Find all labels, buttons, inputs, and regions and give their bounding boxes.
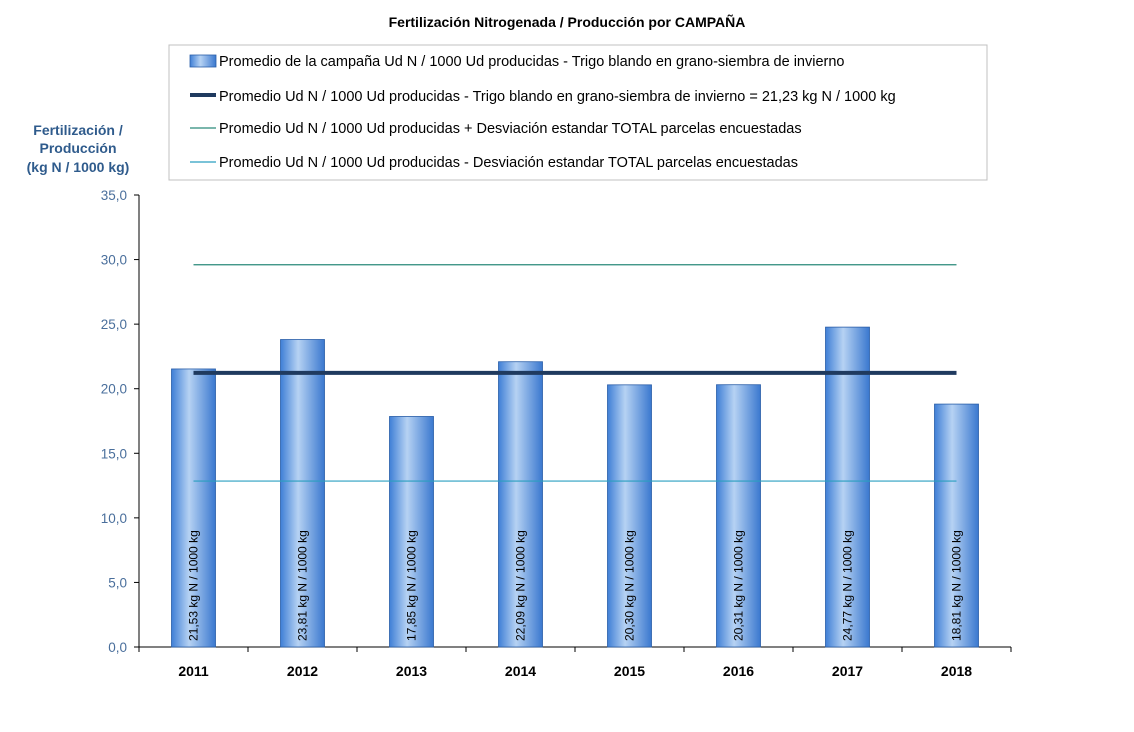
y-tick-label: 35,0: [101, 188, 127, 203]
y-tick-label: 5,0: [108, 575, 127, 590]
x-tick-label: 2015: [614, 663, 645, 679]
legend: Promedio de la campaña Ud N / 1000 Ud pr…: [168, 44, 988, 181]
bar: [716, 384, 761, 648]
x-tick-label: 2017: [832, 663, 863, 679]
bar: [171, 368, 216, 648]
bar: [934, 403, 979, 648]
bar: [280, 339, 325, 648]
plot-area: 0,05,010,015,020,025,030,035,0 2011 2012 2…: [101, 188, 1012, 679]
legend-entry-bars: Promedio de la campaña Ud N / 1000 Ud pr…: [219, 54, 844, 70]
chart-title: Fertilización Nitrogenada / Producción p…: [389, 13, 746, 30]
y-axis-label: Fertilización / Producción (kg N / 1000 …: [27, 122, 130, 175]
bar: [607, 384, 652, 648]
x-ticks: 2011 2012 2013 2014 2015 2016 2017 2018: [138, 647, 1012, 679]
y-tick-label: 15,0: [101, 446, 127, 461]
legend-bar-swatch: [189, 54, 217, 68]
y-axis-label-line-2: Producción: [39, 140, 116, 156]
data-label: 17,85 kg N / 1000 kg: [405, 530, 419, 641]
x-tick-label: 2011: [178, 663, 209, 679]
y-tick-label: 30,0: [101, 253, 127, 268]
x-tick-label: 2016: [723, 663, 754, 679]
y-tick-label: 25,0: [101, 317, 127, 332]
data-label: 20,31 kg N / 1000 kg: [732, 530, 746, 641]
data-label: 20,30 kg N / 1000 kg: [623, 530, 637, 641]
x-tick-label: 2013: [396, 663, 427, 679]
x-tick-label: 2014: [505, 663, 536, 679]
bar: [825, 326, 870, 648]
bars: [171, 326, 979, 648]
legend-entry-lower: Promedio Ud N / 1000 Ud producidas - Des…: [219, 155, 798, 171]
reference-lines: [193, 264, 957, 482]
data-label: 18,81 kg N / 1000 kg: [950, 530, 964, 641]
data-label: 23,81 kg N / 1000 kg: [296, 530, 310, 641]
bar: [498, 361, 543, 648]
data-label: 21,53 kg N / 1000 kg: [187, 530, 201, 641]
x-tick-label: 2012: [287, 663, 318, 679]
legend-box: [168, 44, 988, 181]
legend-entry-upper: Promedio Ud N / 1000 Ud producidas + Des…: [219, 121, 802, 137]
y-ticks: 0,0 5,0 10,0 15,0 20,0 25,0 30,0 35,0: [101, 188, 139, 655]
y-axis-label-line-1: Fertilización /: [33, 122, 123, 138]
data-label: 22,09 kg N / 1000 kg: [514, 530, 528, 641]
data-labels: 21,53 kg N / 1000 kg 23,81 kg N / 1000 kg…: [187, 530, 964, 641]
bar: [389, 416, 434, 648]
data-label: 24,77 kg N / 1000 kg: [841, 530, 855, 641]
legend-entry-mean: Promedio Ud N / 1000 Ud producidas - Tri…: [219, 89, 896, 105]
y-tick-label: 10,0: [101, 511, 127, 526]
y-axis-label-line-3: (kg N / 1000 kg): [27, 159, 130, 175]
y-tick-label: 0,0: [108, 640, 127, 655]
x-tick-label: 2018: [941, 663, 972, 679]
y-tick-label: 20,0: [101, 382, 127, 397]
